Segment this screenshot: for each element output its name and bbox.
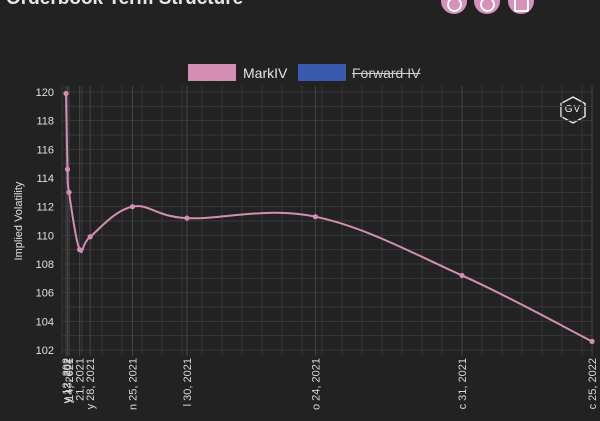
data-point[interactable]	[129, 204, 136, 210]
y-axis-label: Implied Volatility	[13, 181, 25, 260]
x-tick-label: y 12, 202	[61, 358, 73, 403]
data-point[interactable]	[63, 90, 69, 97]
data-point[interactable]	[459, 272, 465, 279]
gv-logo-text: GV	[564, 104, 582, 115]
x-tick-label: y 28, 2021	[85, 358, 97, 409]
y-tick-label: 104	[36, 316, 54, 328]
download-button[interactable]	[508, 0, 534, 14]
y-tick-label: 114	[36, 173, 54, 185]
data-point[interactable]	[312, 214, 318, 220]
y-tick-label: 108	[36, 259, 54, 271]
gv-logo-badge: GV	[559, 96, 587, 124]
legend-label-markiv[interactable]: MarkIV	[243, 65, 288, 81]
info-button[interactable]	[441, 0, 467, 14]
series-line-markiv	[65, 93, 593, 343]
settings-icon	[479, 0, 495, 12]
data-point[interactable]	[184, 215, 190, 221]
legend-swatch-markiv[interactable]	[188, 64, 236, 81]
y-tick-label: 120	[36, 87, 54, 99]
download-icon	[513, 0, 529, 12]
y-tick-label: 116	[36, 144, 54, 156]
chart-grid	[61, 86, 592, 354]
y-tick-label: 118	[36, 116, 54, 128]
y-tick-label: 110	[36, 230, 54, 242]
data-point[interactable]	[66, 189, 72, 195]
chart-series	[63, 90, 595, 344]
y-tick-label: 112	[36, 202, 54, 214]
page-title: Orderbook Term Structure	[6, 0, 243, 10]
x-tick-label: y 13, 202	[63, 358, 75, 403]
settings-button[interactable]	[474, 0, 500, 14]
x-tick-label: l 30, 2021	[182, 358, 194, 406]
y-axis-ticks: 102 104 106 108 110 112 114 116 118 120	[36, 87, 54, 357]
x-tick-label: n 25, 2021	[128, 358, 140, 410]
x-tick-label: 14, 2021	[64, 358, 76, 401]
hexagon-icon	[560, 96, 586, 124]
x-tick-label: 21, 2021	[75, 358, 87, 401]
y-tick-label: 106	[36, 288, 54, 300]
legend-swatch-forward-iv[interactable]	[298, 64, 346, 81]
data-point[interactable]	[589, 338, 595, 344]
x-tick-label: c 25, 2022	[587, 358, 599, 409]
data-point[interactable]	[64, 166, 71, 172]
info-icon	[446, 0, 462, 12]
x-tick-label: c 31, 2021	[457, 358, 469, 409]
x-tick-label: o 24, 2021	[310, 358, 322, 410]
legend-label-forward-iv[interactable]: Forward IV	[352, 65, 421, 81]
data-point[interactable]	[87, 234, 93, 240]
data-point[interactable]	[77, 247, 83, 253]
y-tick-label: 102	[36, 345, 54, 357]
